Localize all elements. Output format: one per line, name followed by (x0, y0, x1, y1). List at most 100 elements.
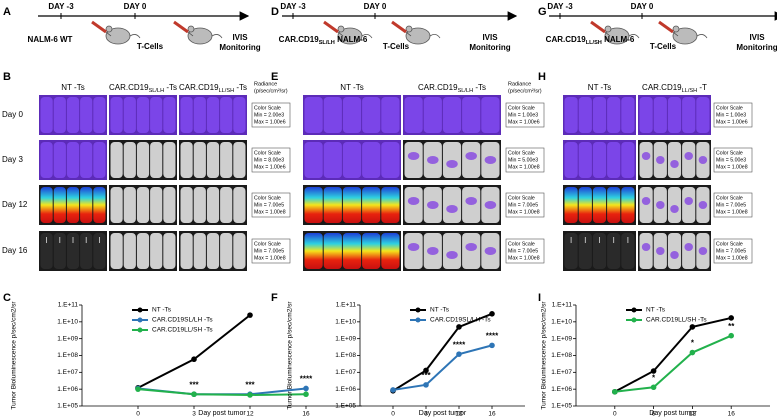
group-header: CAR.CD19SL/LH -Ts (418, 83, 486, 94)
mouse-tail (696, 34, 708, 39)
legend-marker (631, 317, 637, 323)
color-scale-box (251, 192, 291, 218)
panel-letter: D (271, 6, 279, 18)
significance: **** (453, 340, 466, 349)
day-row-label: Day 3 (2, 155, 23, 164)
mouse-image (381, 97, 400, 133)
color-scale-text: Color Scale (254, 195, 281, 201)
mouse-image (323, 233, 342, 269)
mouse-image (564, 97, 578, 133)
data-point (650, 384, 657, 391)
data-point (423, 382, 429, 388)
mouse-image (150, 233, 163, 269)
mouse-image (163, 142, 176, 178)
color-scale-box (505, 147, 545, 173)
mouse-image (163, 187, 176, 223)
color-scale-box (505, 192, 545, 218)
color-scale-text: Color Scale (716, 105, 743, 111)
radiance-label: (p/sec/cm²/sr) (508, 88, 542, 94)
signal-spot (698, 247, 708, 255)
mouse-image (206, 233, 220, 269)
y-tick-label: 1.E+09 (335, 335, 356, 342)
significance: ** (728, 322, 735, 331)
mouse-image (136, 97, 150, 133)
mouse-image (578, 142, 592, 178)
y-tick-label: 1.E+05 (551, 403, 572, 410)
mouse-ear (604, 25, 612, 33)
mouse-image (578, 233, 592, 269)
mouse-image (110, 233, 123, 269)
mouse-image (233, 142, 246, 178)
mouse-tail (129, 34, 141, 39)
color-scale-text: Max = 1.00e8 (508, 255, 540, 261)
signal-spot (698, 201, 708, 209)
mouse-image (362, 187, 381, 223)
color-scale-text: Color Scale (508, 150, 535, 156)
syringe (323, 20, 339, 34)
signal-spot (427, 156, 439, 164)
y-tick-label: 1.E+11 (336, 302, 357, 309)
y-tick-label: 1.E+11 (552, 302, 573, 309)
monitor-label: IVIS (232, 33, 248, 42)
mouse-image (607, 97, 621, 133)
radiance-label: (p/sec/cm²/sr) (254, 88, 288, 94)
series-line (614, 334, 732, 393)
panel-letter: I (538, 292, 541, 304)
group-header: NT -Ts (340, 83, 363, 92)
color-scale-text: Color Scale (508, 105, 535, 111)
mouse-ear (405, 25, 413, 33)
syringe (590, 20, 606, 34)
mouse-tail (429, 34, 441, 39)
color-scale-text: Min = 7.00e5 (254, 202, 284, 208)
group-header-part: CAR.CD19 (179, 83, 219, 92)
mouse-image (150, 142, 163, 178)
mouse-image (233, 233, 246, 269)
y-tick-label: 1.E+06 (335, 386, 356, 393)
y-tick-label: 1.E+05 (335, 403, 356, 410)
color-scale-text: Max = 1.00e6 (254, 164, 286, 170)
syringe (658, 20, 674, 34)
x-tick-label: 16 (488, 411, 496, 418)
panel-letter: B (3, 71, 11, 83)
y-axis-label: Tumor Bioluminescence p/sec/cm2/sr (541, 301, 548, 410)
mouse-image (136, 187, 150, 223)
x-tick-label: 16 (728, 411, 736, 418)
mouse-image (342, 142, 362, 178)
color-scale-box (505, 238, 545, 264)
mouse-image (621, 97, 635, 133)
radiance-label: Radiance (508, 81, 531, 87)
color-scale-text: Color Scale (254, 105, 281, 111)
significance: **** (486, 331, 499, 340)
cells-label-part: NALM-6 (335, 35, 368, 44)
signal-spot (656, 247, 665, 255)
signal-spot (446, 251, 458, 259)
mouse-image (592, 97, 607, 133)
color-scale-text: Max = 1.00e8 (716, 164, 748, 170)
mouse-image (193, 233, 206, 269)
x-tick-label: 6 (652, 411, 656, 418)
mouse-image (667, 97, 682, 133)
mouse-image (180, 142, 193, 178)
y-tick-label: 1.E+06 (57, 386, 78, 393)
mouse-tail (211, 34, 223, 39)
significance: *** (421, 371, 431, 380)
mouse-image (607, 142, 621, 178)
cells-label-part: CAR.CD19 (279, 35, 320, 44)
group-header-part: NT -Ts (340, 83, 363, 92)
monitor-label: Monitoring (469, 43, 510, 52)
mouse-image (682, 187, 696, 223)
signal-spot (641, 197, 651, 205)
signal-spot (641, 243, 651, 251)
y-tick-label: 1.E+06 (551, 386, 572, 393)
y-tick-label: 1.E+07 (57, 369, 78, 376)
group-header-part: CAR.CD19 (642, 83, 682, 92)
series-line (614, 316, 732, 393)
mouse-tail (628, 34, 640, 39)
mouse-image (66, 187, 80, 223)
mouse-image (578, 187, 592, 223)
group-header-part: -Ts (473, 83, 486, 92)
legend-marker (631, 307, 637, 313)
mouse-image (564, 142, 578, 178)
x-tick-label: 0 (136, 411, 140, 418)
